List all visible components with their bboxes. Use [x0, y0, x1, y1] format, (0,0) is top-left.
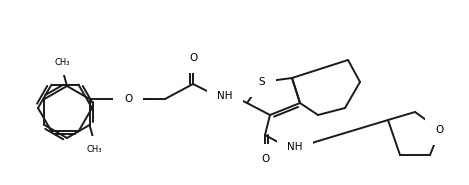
Text: NH: NH: [217, 91, 233, 101]
Text: S: S: [259, 77, 265, 87]
Text: NH: NH: [287, 142, 303, 152]
Text: O: O: [261, 154, 269, 164]
Text: O: O: [124, 94, 132, 104]
Text: CH₃: CH₃: [54, 58, 70, 66]
Text: CH₃: CH₃: [87, 144, 102, 154]
Text: O: O: [189, 53, 197, 63]
Text: O: O: [436, 125, 444, 135]
